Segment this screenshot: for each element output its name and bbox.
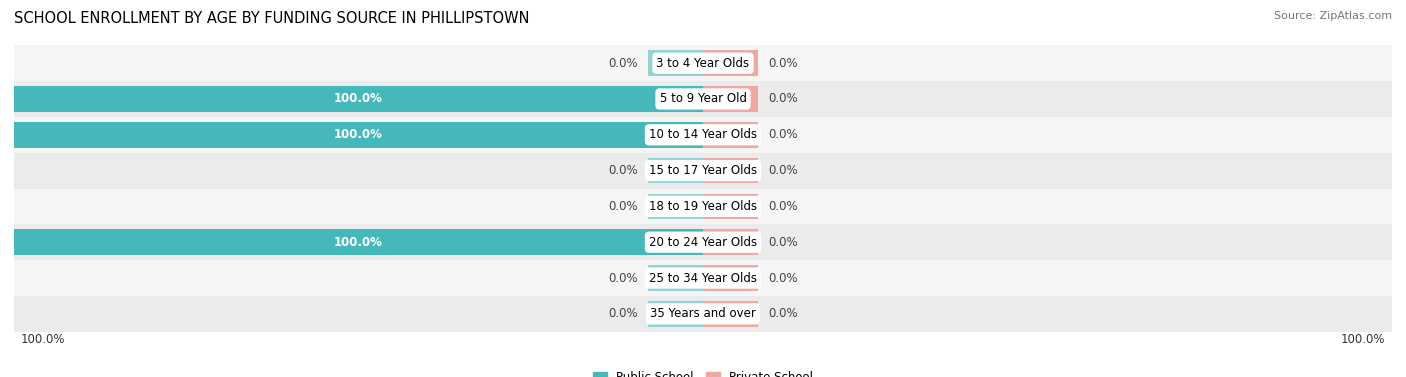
Text: 5 to 9 Year Old: 5 to 9 Year Old [659, 92, 747, 106]
Bar [703, 229, 758, 255]
Text: 0.0%: 0.0% [769, 57, 799, 70]
Bar [14, 296, 1392, 332]
Text: Source: ZipAtlas.com: Source: ZipAtlas.com [1274, 11, 1392, 21]
Text: 100.0%: 100.0% [21, 333, 66, 346]
Bar [14, 117, 1392, 153]
Text: 3 to 4 Year Olds: 3 to 4 Year Olds [657, 57, 749, 70]
Bar [14, 81, 1392, 117]
Bar [14, 224, 1392, 260]
Bar [14, 86, 703, 112]
Text: 0.0%: 0.0% [607, 271, 637, 285]
Text: 0.0%: 0.0% [769, 128, 799, 141]
Text: 18 to 19 Year Olds: 18 to 19 Year Olds [650, 200, 756, 213]
Text: 0.0%: 0.0% [607, 200, 637, 213]
Text: 0.0%: 0.0% [769, 236, 799, 249]
Bar [14, 122, 703, 148]
Text: 0.0%: 0.0% [607, 164, 637, 177]
Bar [648, 301, 703, 327]
Text: 100.0%: 100.0% [335, 236, 382, 249]
Text: 10 to 14 Year Olds: 10 to 14 Year Olds [650, 128, 756, 141]
Bar [14, 260, 1392, 296]
Bar [14, 153, 1392, 188]
Bar [703, 158, 758, 184]
Bar [648, 193, 703, 219]
Text: 20 to 24 Year Olds: 20 to 24 Year Olds [650, 236, 756, 249]
Text: 0.0%: 0.0% [607, 307, 637, 320]
Bar [648, 158, 703, 184]
Bar [703, 122, 758, 148]
Text: 0.0%: 0.0% [769, 200, 799, 213]
Bar [648, 50, 703, 76]
Text: 25 to 34 Year Olds: 25 to 34 Year Olds [650, 271, 756, 285]
Text: 0.0%: 0.0% [607, 57, 637, 70]
Bar [703, 301, 758, 327]
Text: 100.0%: 100.0% [1340, 333, 1385, 346]
Bar [648, 265, 703, 291]
Text: 100.0%: 100.0% [335, 128, 382, 141]
Text: 0.0%: 0.0% [769, 271, 799, 285]
Bar [14, 188, 1392, 224]
Text: 100.0%: 100.0% [335, 92, 382, 106]
Bar [703, 50, 758, 76]
Legend: Public School, Private School: Public School, Private School [588, 366, 818, 377]
Text: 0.0%: 0.0% [769, 164, 799, 177]
Text: SCHOOL ENROLLMENT BY AGE BY FUNDING SOURCE IN PHILLIPSTOWN: SCHOOL ENROLLMENT BY AGE BY FUNDING SOUR… [14, 11, 530, 26]
Bar [14, 45, 1392, 81]
Bar [14, 229, 703, 255]
Text: 15 to 17 Year Olds: 15 to 17 Year Olds [650, 164, 756, 177]
Text: 0.0%: 0.0% [769, 307, 799, 320]
Bar [703, 265, 758, 291]
Text: 0.0%: 0.0% [769, 92, 799, 106]
Text: 35 Years and over: 35 Years and over [650, 307, 756, 320]
Bar [703, 193, 758, 219]
Bar [703, 86, 758, 112]
